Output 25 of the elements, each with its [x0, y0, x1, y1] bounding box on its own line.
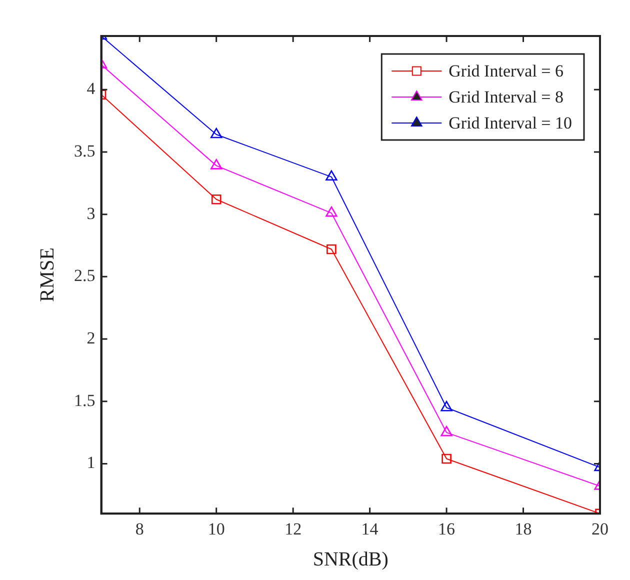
- x-tick-label: 16: [438, 519, 456, 538]
- x-tick-label: 14: [361, 519, 379, 538]
- legend-label: Grid Interval = 10: [448, 113, 572, 132]
- point: [326, 170, 338, 181]
- x-tick-label: 10: [208, 519, 225, 538]
- y-tick-label: 2: [86, 328, 96, 348]
- y-tick-label: 2.5: [74, 266, 96, 286]
- x-axis-title: SNR(dB): [312, 548, 388, 570]
- y-tick-label: 4: [86, 79, 96, 98]
- point: [440, 400, 452, 412]
- y-axis-title: RMSE: [36, 248, 58, 302]
- y-tick-label: 1: [86, 453, 96, 472]
- point: [210, 128, 222, 138]
- legend-label: Grid Interval = 8: [448, 87, 564, 106]
- legend-label: Grid Interval = 6: [448, 61, 564, 80]
- x-tick-label: 8: [135, 519, 144, 538]
- x-tick-label: 12: [284, 519, 302, 538]
- y-tick-label: 3.5: [74, 141, 96, 160]
- y-tick-label: 3: [86, 204, 96, 223]
- point: [440, 426, 452, 436]
- point: [326, 206, 338, 217]
- x-tick-label: 20: [592, 519, 608, 538]
- y-tick-label: 1.5: [74, 390, 96, 410]
- x-tick-label: 18: [514, 519, 532, 538]
- point: [210, 159, 222, 170]
